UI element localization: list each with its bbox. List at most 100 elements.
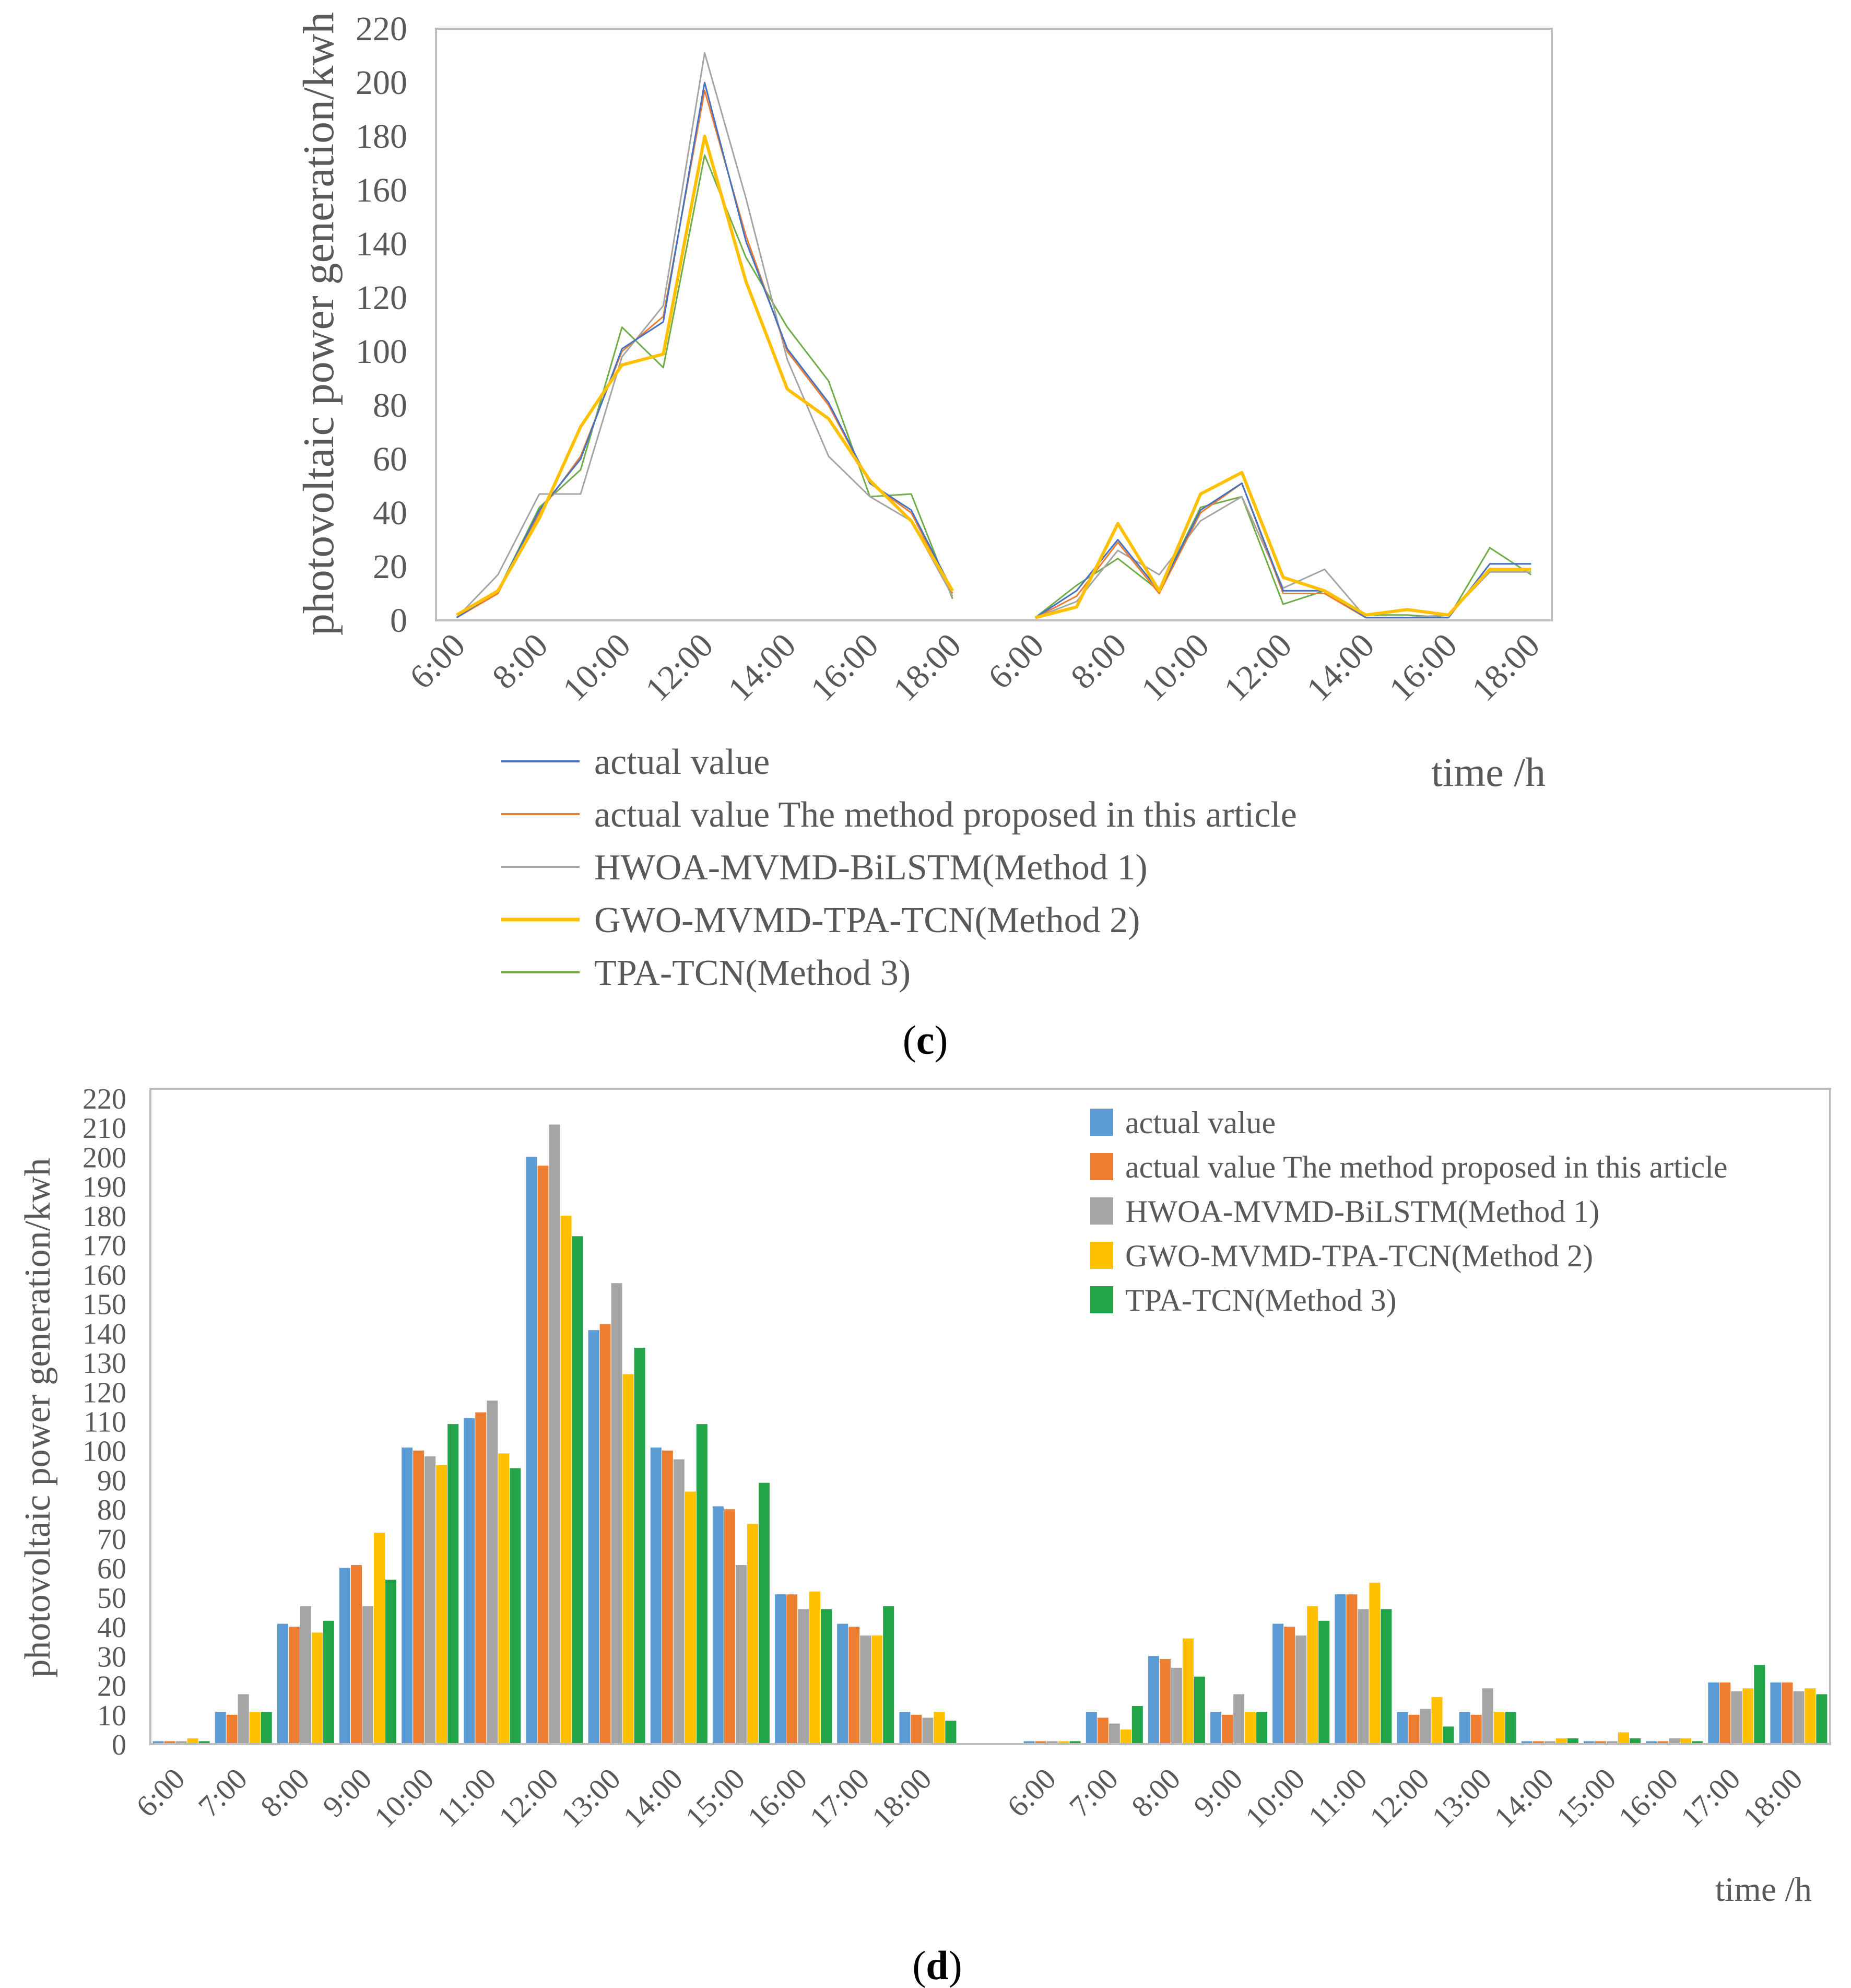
d-bar-series-3-cat-25	[1742, 1688, 1754, 1744]
d-y-tick-110: 110	[84, 1406, 126, 1439]
d-legend-swatch-2	[1090, 1197, 1113, 1225]
caption-c-letter: c	[916, 1017, 935, 1063]
d-bar-series-2-cat-10	[798, 1609, 809, 1744]
d-bar-series-4-cat-22	[1567, 1738, 1578, 1744]
d-bar-series-4-cat-8	[696, 1424, 708, 1744]
d-bar-series-4-cat-17	[1256, 1712, 1268, 1744]
d-bar-series-3-cat-18	[1307, 1606, 1318, 1744]
c-line-series-3-segment-1	[1034, 470, 1531, 619]
d-bar-series-0-cat-7	[588, 1330, 599, 1744]
d-bar-series-2-cat-20	[1420, 1709, 1431, 1744]
c-y-tick-100: 100	[356, 333, 407, 371]
d-bar-series-2-cat-4	[425, 1456, 436, 1744]
d-y-tick-60: 60	[97, 1553, 126, 1585]
d-bar-series-4-cat-5	[510, 1468, 521, 1744]
d-legend-label-3: GWO-MVMD-TPA-TCN(Method 2)	[1125, 1239, 1593, 1273]
d-bar-series-4-cat-0	[198, 1741, 210, 1744]
d-bar-series-1-cat-0	[164, 1741, 175, 1744]
d-bar-series-3-cat-0	[187, 1738, 198, 1744]
d-bar-series-0-cat-17	[1210, 1712, 1222, 1744]
d-y-tick-50: 50	[97, 1582, 126, 1615]
d-bar-series-4-cat-21	[1505, 1712, 1516, 1744]
d-bar-series-2-cat-9	[735, 1565, 747, 1744]
d-bar-series-1-cat-7	[599, 1324, 611, 1744]
d-bar-series-1-cat-14	[1035, 1741, 1046, 1744]
d-bar-series-2-cat-5	[487, 1401, 498, 1744]
d-bar-series-0-cat-14	[1023, 1741, 1035, 1744]
d-bar-series-3-cat-14	[1058, 1741, 1069, 1744]
d-y-tick-10: 10	[97, 1700, 126, 1732]
d-bar-series-1-cat-26	[1782, 1682, 1793, 1744]
d-y-tick-30: 30	[97, 1641, 126, 1673]
d-bar-series-3-cat-10	[809, 1591, 821, 1744]
d-legend: actual value actual value The method prop…	[1090, 1105, 1728, 1318]
d-bar-series-2-cat-23	[1607, 1741, 1618, 1744]
d-bar-series-4-cat-2	[323, 1620, 334, 1744]
caption-c-close: )	[934, 1017, 948, 1063]
d-y-tick-40: 40	[97, 1611, 126, 1644]
d-bar-series-2-cat-11	[860, 1636, 871, 1744]
d-y-tick-100: 100	[82, 1436, 126, 1468]
d-bar-series-3-cat-11	[871, 1636, 883, 1744]
d-bar-series-2-cat-16	[1171, 1667, 1182, 1744]
c-line-series-0-segment-1	[1034, 482, 1531, 619]
d-bar-series-2-cat-6	[549, 1124, 560, 1744]
d-bar-series-0-cat-10	[775, 1594, 786, 1744]
d-bar-series-2-cat-25	[1731, 1691, 1742, 1744]
d-bar-series-3-cat-12	[934, 1712, 945, 1744]
d-x-axis-label: time /h	[1715, 1871, 1812, 1909]
c-legend-label-2: HWOA-MVMD-BiLSTM(Method 1)	[594, 848, 1148, 888]
d-bar-series-3-cat-9	[747, 1524, 758, 1744]
d-bar-series-3-cat-26	[1805, 1688, 1816, 1744]
d-bar-series-1-cat-24	[1657, 1741, 1669, 1744]
d-bar-series-2-cat-26	[1793, 1691, 1805, 1744]
d-bars	[152, 1124, 1828, 1745]
d-bar-series-1-cat-15	[1097, 1718, 1109, 1744]
c-y-tick-220: 220	[356, 10, 407, 48]
d-bar-series-3-cat-2	[311, 1632, 323, 1744]
d-bar-series-2-cat-0	[175, 1741, 187, 1744]
c-y-tick-120: 120	[356, 279, 407, 317]
d-plot-frame	[149, 1088, 1831, 1745]
d-legend-swatch-1	[1090, 1153, 1113, 1180]
d-bar-series-3-cat-20	[1431, 1697, 1443, 1744]
d-y-tick-130: 130	[82, 1347, 126, 1380]
d-bar-series-0-cat-1	[215, 1712, 226, 1744]
d-bar-series-2-cat-14	[1046, 1741, 1058, 1744]
d-bar-series-4-cat-7	[634, 1347, 645, 1744]
d-bar-series-0-cat-21	[1459, 1712, 1470, 1744]
d-legend-label-1: actual value The method proposed in this…	[1125, 1150, 1728, 1184]
d-bar-series-1-cat-20	[1408, 1714, 1420, 1744]
d-bar-series-2-cat-18	[1295, 1636, 1307, 1744]
d-bar-series-4-cat-9	[758, 1483, 770, 1744]
d-bar-series-1-cat-17	[1222, 1714, 1233, 1744]
d-legend-label-0: actual value	[1125, 1105, 1276, 1140]
d-bar-series-0-cat-26	[1770, 1682, 1782, 1744]
d-bar-series-0-cat-11	[837, 1624, 848, 1744]
d-bar-series-0-cat-6	[526, 1157, 537, 1744]
d-bar-series-0-cat-12	[899, 1712, 911, 1744]
c-y-tick-160: 160	[356, 171, 407, 209]
d-legend-label-4: TPA-TCN(Method 3)	[1125, 1283, 1396, 1318]
d-bar-series-4-cat-6	[572, 1236, 583, 1744]
d-bar-series-0-cat-8	[650, 1448, 662, 1744]
d-y-axis-label: photovoltaic power generation/kwh	[18, 1158, 58, 1677]
c-y-axis-label: photovoltaic power generation/kwh	[294, 12, 343, 636]
d-bar-series-3-cat-6	[560, 1215, 572, 1744]
d-bar-series-3-cat-1	[249, 1712, 261, 1744]
d-bar-series-4-cat-4	[447, 1424, 459, 1744]
c-line-series-0-segment-0	[456, 81, 953, 619]
d-bar-series-0-cat-22	[1521, 1741, 1532, 1744]
d-bar-series-1-cat-3	[351, 1565, 362, 1744]
d-bar-series-1-cat-16	[1159, 1658, 1171, 1744]
d-y-tick-140: 140	[82, 1318, 126, 1350]
d-bar-series-4-cat-14	[1069, 1741, 1081, 1744]
d-bar-series-3-cat-23	[1618, 1732, 1629, 1744]
d-y-tick-170: 170	[82, 1230, 126, 1262]
d-bar-series-4-cat-24	[1692, 1741, 1703, 1744]
caption-c: (c)	[903, 1017, 948, 1063]
c-plot-frame	[435, 28, 1553, 621]
d-legend-label-2: HWOA-MVMD-BiLSTM(Method 1)	[1125, 1194, 1599, 1229]
d-bar-series-4-cat-15	[1131, 1705, 1143, 1744]
